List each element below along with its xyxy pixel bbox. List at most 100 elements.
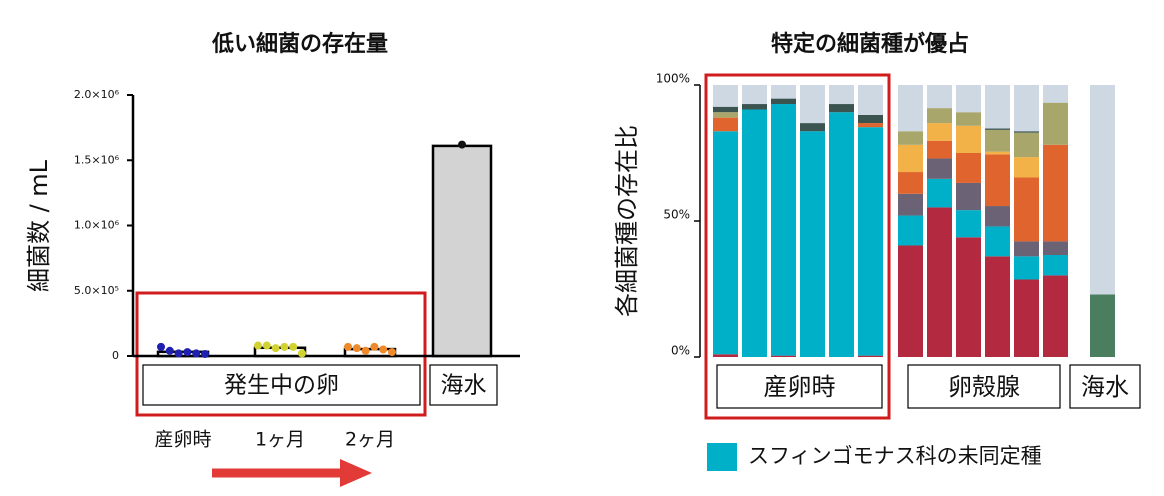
bar-segment <box>927 158 952 179</box>
bar-segment <box>985 128 1010 130</box>
data-point <box>289 342 298 351</box>
bar-segment <box>713 106 738 113</box>
bar-segment <box>1043 102 1068 145</box>
bar-segment <box>898 131 923 145</box>
bar-segment <box>985 226 1010 257</box>
x-tick-label: 1ヶ月 <box>255 429 305 451</box>
bar-segment <box>713 354 738 357</box>
data-point <box>271 344 280 353</box>
bar-segment <box>985 154 1010 207</box>
bar-segment <box>771 355 796 357</box>
data-point <box>388 348 396 357</box>
y-axis-label: 各細菌種の存在比 <box>613 125 641 317</box>
group-label: 産卵時 <box>764 373 836 401</box>
bar-segment <box>829 85 854 105</box>
bar-segment <box>898 85 923 132</box>
data-point <box>361 346 370 355</box>
y-tick-label: 100% <box>656 72 690 86</box>
bar-segment <box>927 140 952 159</box>
bar-segment <box>1043 255 1068 276</box>
bar-segment <box>800 85 825 124</box>
bar-segment <box>1043 144 1068 242</box>
data-point <box>201 350 209 359</box>
bar-segment <box>1014 241 1039 257</box>
group-box <box>1069 364 1141 409</box>
bar-segment <box>771 104 796 356</box>
data-point <box>183 348 192 357</box>
y-tick-label: 1.0×10⁶ <box>74 219 120 232</box>
bar-segment <box>927 108 952 124</box>
data-point <box>262 341 271 350</box>
bar-segment <box>1014 131 1039 133</box>
bar-segment <box>713 112 738 118</box>
data-point <box>165 346 174 355</box>
bar-segment <box>771 98 796 105</box>
bar-segment <box>1014 279 1039 357</box>
chart-title: 低い細菌の存在量 <box>211 31 388 57</box>
bar-segment <box>742 109 767 357</box>
bar <box>431 144 493 358</box>
bar-segment <box>985 256 1010 357</box>
bar-segment <box>1014 256 1039 280</box>
bar-segment <box>771 85 796 99</box>
bar-segment <box>1014 85 1039 132</box>
y-tick-label: 5.0×10⁵ <box>74 284 119 297</box>
data-point <box>370 342 379 351</box>
bar-segment <box>956 182 981 211</box>
data-point <box>458 140 466 149</box>
bar-segment <box>956 112 981 126</box>
x-tick-label: 産卵時 <box>154 429 211 451</box>
data-point <box>157 342 165 351</box>
bar-segment <box>898 144 923 173</box>
bar-segment <box>985 129 1010 152</box>
bar-segment <box>858 114 883 124</box>
bar <box>253 346 307 358</box>
bar-segment <box>1090 85 1115 295</box>
bar-segment <box>956 210 981 238</box>
data-point <box>254 341 262 350</box>
bar-segment <box>985 85 1010 129</box>
bar-segment <box>829 104 854 113</box>
y-tick-label: 1.5×10⁶ <box>74 153 120 166</box>
legend-swatch <box>707 443 737 471</box>
bar-segment <box>1043 275 1068 357</box>
bar-segment <box>713 131 738 355</box>
data-point <box>192 349 201 358</box>
legend-label: スフィンゴモナス科の未同定種 <box>748 444 1042 468</box>
highlight-box <box>704 73 891 420</box>
bar-segment <box>1014 157 1039 178</box>
data-point <box>352 344 361 353</box>
bar-segment <box>800 123 825 132</box>
bar-segment <box>956 153 981 183</box>
group-label: 卵殻腺 <box>948 373 1020 401</box>
bar <box>343 347 397 358</box>
data-point <box>344 342 352 351</box>
chart-title: 特定の細菌種が優占 <box>771 31 969 57</box>
bar-segment <box>927 178 952 208</box>
bar-segment <box>927 207 952 357</box>
bar-segment <box>829 112 854 357</box>
bar-segment <box>713 117 738 132</box>
bar-segment <box>713 85 738 107</box>
y-tick-label: 50% <box>663 208 690 222</box>
bar-segment <box>956 125 981 153</box>
bar <box>156 350 210 358</box>
bar-segment <box>742 104 767 110</box>
bar-segment <box>1014 132 1039 158</box>
bar-segment <box>927 123 952 141</box>
data-point <box>280 342 289 351</box>
bar-segment <box>898 193 923 216</box>
bar-segment <box>956 237 981 357</box>
x-tick-label: 2ヶ月 <box>345 429 395 451</box>
y-tick-label: 0% <box>671 344 690 358</box>
bar-segment <box>800 131 825 357</box>
bar-segment <box>985 151 1010 155</box>
bar-segment <box>898 172 923 194</box>
bar-segment <box>1043 241 1068 255</box>
bar-segment <box>956 85 981 113</box>
bar-segment <box>985 206 1010 227</box>
bar-segment <box>858 355 883 357</box>
data-point <box>298 349 306 358</box>
bar-segment <box>858 123 883 128</box>
data-point <box>174 349 183 358</box>
